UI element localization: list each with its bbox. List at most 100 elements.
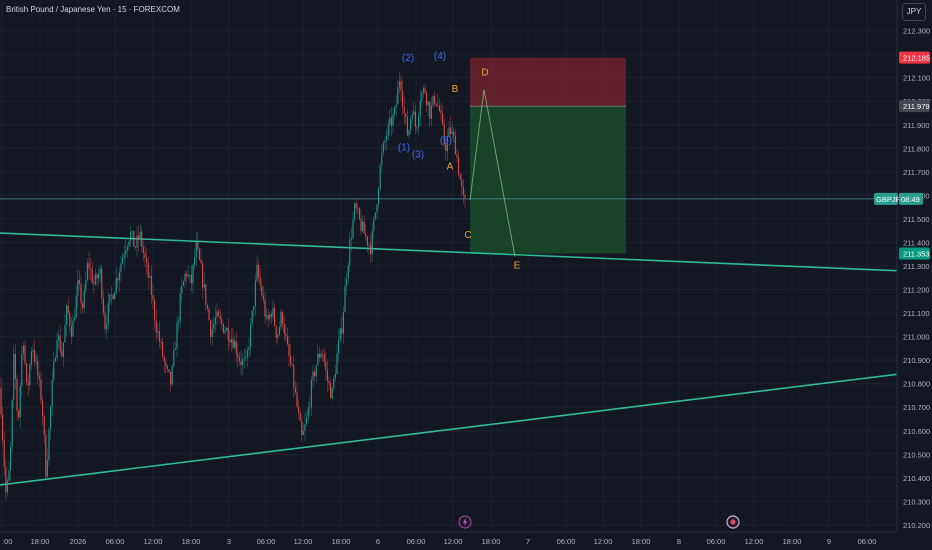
candle-body [77, 280, 79, 296]
price-tick-label: 210.700 [903, 403, 930, 412]
candle-body [14, 354, 16, 379]
candle-body [133, 231, 135, 247]
candle-body [70, 326, 72, 337]
candle-body [34, 350, 36, 362]
candle-body [203, 284, 205, 288]
price-tag[interactable] [899, 100, 930, 113]
lower-trendline[interactable] [0, 373, 898, 486]
candle-body [110, 294, 112, 296]
candle-body [389, 117, 391, 125]
candle-body [264, 299, 266, 317]
candle-body [261, 285, 263, 296]
candle-body [40, 379, 42, 401]
events[interactable] [458, 515, 740, 529]
candle-body [456, 154, 458, 158]
candle-body [128, 241, 130, 247]
candle-body [240, 361, 242, 366]
countdown-label: 08:49 [901, 195, 920, 204]
candle-body [134, 246, 136, 248]
price-tag[interactable] [899, 51, 930, 64]
price-tag[interactable] [899, 247, 930, 260]
candle-body [149, 276, 151, 278]
candle-body [30, 351, 32, 365]
price-tick-label: 210.500 [903, 450, 930, 459]
upper-trendline[interactable] [0, 232, 898, 272]
candle-body [186, 273, 188, 277]
candle-body [101, 268, 103, 299]
candle-body [336, 353, 338, 375]
candle-body [352, 219, 354, 239]
candle-body [178, 320, 180, 324]
candle-body [339, 328, 341, 341]
wave-label: (4) [434, 51, 446, 62]
candle-body [206, 305, 208, 309]
candle-body [219, 315, 221, 319]
candle-body [106, 324, 108, 330]
take-profit-zone[interactable] [470, 106, 626, 254]
candle-body [117, 278, 119, 281]
candle-body [189, 274, 191, 276]
candle-body [330, 383, 332, 399]
trendlines[interactable] [0, 232, 898, 486]
candle-body [285, 333, 287, 336]
candle-body [266, 315, 268, 317]
candle-body [146, 258, 148, 263]
time-tick-label: 12:00 [294, 537, 313, 546]
candle-body [274, 307, 276, 326]
candle-body [341, 328, 343, 334]
candle-body [198, 248, 200, 260]
candle-body [334, 374, 336, 379]
candle-body [211, 329, 213, 337]
candle-body [27, 382, 29, 386]
candle-body [46, 460, 48, 477]
candle-body [317, 353, 319, 366]
candle-body [86, 263, 88, 281]
candle-body [430, 105, 432, 119]
candle-body [102, 298, 104, 313]
candle-body [222, 323, 224, 333]
candle-body [454, 135, 456, 155]
candle-body [235, 340, 237, 354]
candle-body [350, 238, 352, 240]
currency-button[interactable]: JPY [902, 3, 926, 21]
symbol-tag[interactable] [874, 192, 898, 205]
countdown-tag [899, 192, 923, 205]
stop-loss-zone[interactable] [470, 57, 626, 107]
candle-body [322, 353, 324, 355]
projection-path[interactable] [469, 89, 516, 257]
candle-body [461, 179, 463, 188]
candle-body [234, 340, 236, 348]
dividend-glyph [730, 519, 736, 525]
price-axis[interactable]: 212.300212.200212.100212.000211.900211.8… [874, 0, 932, 550]
candle-body [179, 293, 181, 321]
candle-body [158, 331, 160, 342]
candle-body [363, 221, 365, 234]
price-tick-label: 211.100 [903, 309, 930, 318]
candle-body [245, 356, 247, 359]
candle-body [368, 244, 370, 246]
candle-body [378, 188, 380, 205]
wave-label: D [481, 67, 488, 78]
candle-body [16, 378, 18, 411]
candle-body [166, 365, 168, 370]
candle-body [80, 283, 82, 304]
candle-body [301, 420, 303, 436]
position-tool[interactable] [0, 57, 897, 254]
candle-body [88, 263, 90, 269]
candle-body [242, 359, 244, 366]
time-tick-label: 18:00 [31, 537, 50, 546]
candle-body [411, 115, 413, 119]
projection-line[interactable] [469, 89, 516, 257]
candle-body [232, 338, 234, 348]
candle-body [238, 357, 240, 362]
candle-body [53, 361, 55, 380]
candle-body [432, 95, 434, 106]
wave-label: (3) [412, 150, 424, 161]
candle-body [422, 88, 424, 93]
time-axis[interactable]: :00 18:00 2026 06:00 12:00 18:00 3 06:00 12:00 18… [0, 531, 932, 550]
candle-body [32, 350, 34, 352]
candle-body [310, 380, 312, 408]
candle-body [107, 302, 109, 325]
